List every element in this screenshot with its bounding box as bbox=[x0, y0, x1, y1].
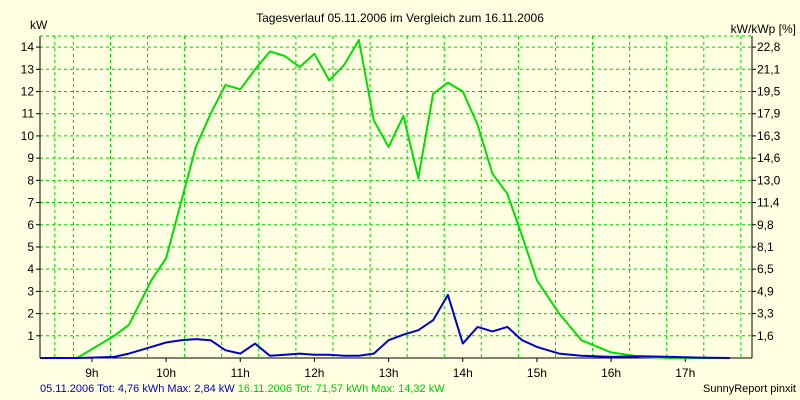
y-tick-label-left: 11 bbox=[22, 107, 35, 121]
y-tick-label-left: 8 bbox=[27, 173, 34, 187]
y-tick-label-right: 13,0 bbox=[757, 173, 781, 187]
legend-series2: 16.11.2006 Tot: 71,57 kWh Max: 14,32 kW bbox=[237, 383, 445, 395]
x-tick-label: 16h bbox=[601, 366, 621, 380]
y-tick-label-left: 9 bbox=[27, 151, 34, 165]
x-tick-label: 12h bbox=[304, 366, 324, 380]
y-tick-label-left: 7 bbox=[27, 196, 34, 210]
x-tick-label: 10h bbox=[156, 366, 176, 380]
credit-text: SunnyReport pinxit bbox=[703, 383, 796, 395]
x-tick-label: 17h bbox=[675, 366, 695, 380]
y-tick-label-left: 2 bbox=[27, 307, 34, 321]
series-line-2 bbox=[40, 39, 730, 359]
y-tick-label-left: 14 bbox=[21, 40, 35, 54]
x-tick-label: 13h bbox=[379, 366, 399, 380]
y-tick-label-right: 6,5 bbox=[757, 262, 774, 276]
legend-series1: 05.11.2006 Tot: 4,76 kWh Max: 2,84 kW bbox=[40, 383, 235, 395]
y-tick-label-right: 11,4 bbox=[757, 196, 780, 210]
y-tick-label-right: 8,1 bbox=[757, 240, 774, 254]
y-tick-label-right: 22,8 bbox=[757, 40, 781, 54]
tick-labels: 12345678910111213141,63,34,96,58,19,811,… bbox=[21, 40, 781, 380]
y-tick-label-left: 6 bbox=[27, 218, 34, 232]
x-tick-label: 15h bbox=[527, 366, 547, 380]
series-lines bbox=[40, 39, 730, 359]
y-tick-label-left: 1 bbox=[27, 329, 34, 343]
y-tick-label-right: 3,3 bbox=[757, 307, 774, 321]
y-tick-label-right: 16,3 bbox=[757, 129, 781, 143]
x-tick-label: 14h bbox=[453, 366, 473, 380]
y-tick-label-left: 13 bbox=[21, 62, 35, 76]
y-tick-label-right: 19,5 bbox=[757, 85, 781, 99]
y-tick-label-right: 1,6 bbox=[757, 329, 774, 343]
axes bbox=[36, 35, 756, 362]
grid-lines bbox=[40, 36, 752, 358]
y-tick-label-left: 4 bbox=[27, 262, 34, 276]
y-tick-label-right: 4,9 bbox=[757, 284, 774, 298]
y-tick-label-left: 3 bbox=[27, 284, 34, 298]
y-tick-label-right: 17,9 bbox=[757, 107, 781, 121]
chart-title: Tagesverlauf 05.11.2006 im Vergleich zum… bbox=[256, 11, 544, 25]
y-tick-label-left: 5 bbox=[27, 240, 34, 254]
y-axis-left-label: kW bbox=[30, 18, 48, 32]
chart-footer: 05.11.2006 Tot: 4,76 kWh Max: 2,84 kW 16… bbox=[40, 383, 445, 395]
y-tick-label-right: 9,8 bbox=[757, 218, 774, 232]
y-axis-right-label: kW/kWp [%] bbox=[731, 22, 796, 36]
x-tick-label: 9h bbox=[85, 366, 98, 380]
y-tick-label-right: 14,6 bbox=[757, 151, 781, 165]
y-tick-label-right: 21,1 bbox=[757, 62, 781, 76]
series-line-1 bbox=[40, 293, 730, 359]
x-tick-label: 11h bbox=[231, 366, 250, 380]
y-tick-label-left: 12 bbox=[21, 85, 35, 99]
y-tick-label-left: 10 bbox=[21, 129, 35, 143]
